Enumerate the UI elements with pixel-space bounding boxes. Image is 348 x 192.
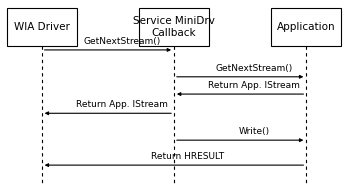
Bar: [7, 8, 77, 46]
Text: GetNextStream(): GetNextStream(): [215, 64, 293, 73]
Text: Return HRESULT: Return HRESULT: [151, 152, 224, 161]
Text: Service MiniDrv
Callback: Service MiniDrv Callback: [133, 16, 215, 38]
Text: GetNextStream(): GetNextStream(): [83, 37, 160, 46]
Bar: [139, 8, 209, 46]
Text: WIA Driver: WIA Driver: [14, 22, 70, 32]
Text: Write(): Write(): [238, 127, 270, 136]
Text: Return App. IStream: Return App. IStream: [208, 81, 300, 90]
Text: Application: Application: [277, 22, 335, 32]
Text: Return App. IStream: Return App. IStream: [76, 100, 168, 109]
Bar: [271, 8, 341, 46]
